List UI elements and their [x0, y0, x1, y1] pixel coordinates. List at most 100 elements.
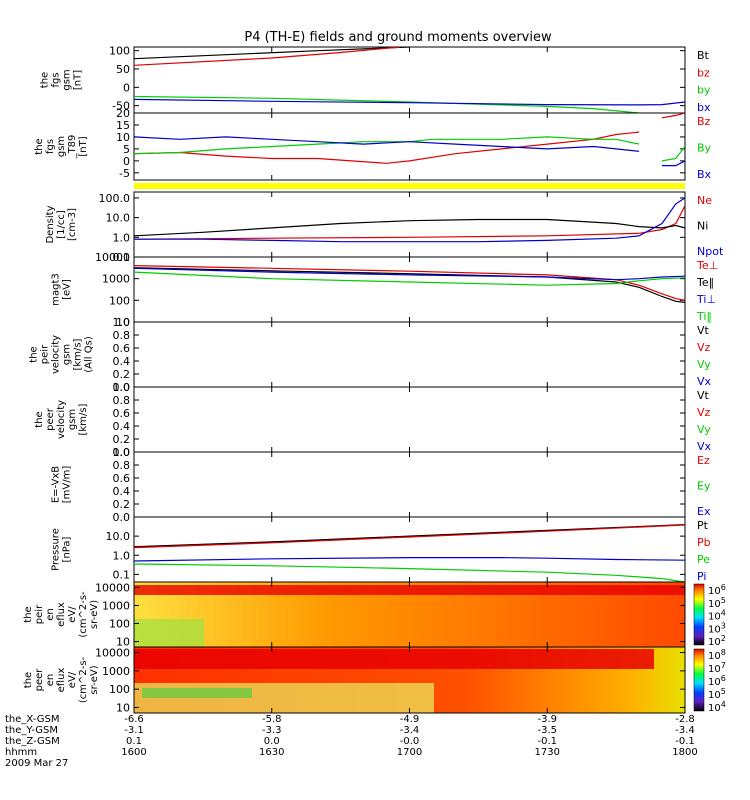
y-axis-label-line: en — [45, 674, 56, 687]
y-tick-label: 100 — [109, 45, 130, 58]
legend-Npot: Npot — [697, 245, 724, 258]
y-axis-label-line: E=-VxB — [51, 466, 62, 503]
quality-flag-bar — [134, 183, 685, 189]
y-axis-label-line: peir — [40, 344, 51, 364]
series-line-Pi — [134, 557, 685, 562]
y-tick-label: 100 — [109, 618, 130, 631]
y-axis-label-line: magt3 — [51, 273, 62, 306]
y-axis-label-line: en — [45, 608, 56, 621]
y-tick-label: -5 — [119, 167, 130, 180]
y-tick-label: 0 — [123, 81, 130, 94]
x-tick-Y-value: -3.5 — [537, 725, 557, 736]
legend-Vt: Vt — [697, 324, 710, 337]
x-tick-Y-value: -3.4 — [675, 725, 695, 736]
legend-Te⊥: Te⊥ — [696, 259, 718, 272]
x-tick-hhmm-value: 1700 — [397, 747, 422, 758]
legend-Ti‖: Ti‖ — [696, 310, 712, 323]
y-tick-label: 0.2 — [113, 368, 131, 381]
x-tick-Y-value: -3.3 — [262, 725, 282, 736]
series-line-Npot — [134, 197, 685, 243]
chart-title: P4 (TH-E) fields and ground moments over… — [244, 30, 552, 45]
y-tick-label: 0.4 — [113, 420, 131, 433]
spectrogram-band-green — [142, 688, 252, 698]
y-tick-label: 10000 — [95, 251, 130, 264]
colorbar-tick-label: 102 — [708, 634, 726, 648]
x-tick-X-value: -5.8 — [262, 714, 282, 725]
y-tick-label: -50 — [112, 100, 130, 113]
series-line-Pb — [134, 524, 685, 549]
series-line-Ni — [134, 218, 685, 237]
y-tick-label: 10.0 — [106, 530, 131, 543]
y-axis-label-line: [mV/m] — [62, 466, 73, 504]
colorbar-tick-label: 104 — [708, 700, 726, 714]
y-axis-label-line: the — [23, 606, 34, 622]
y-axis-label-line: [cm-3] — [67, 208, 78, 241]
y-tick-label: 1.0 — [113, 316, 131, 329]
legend-Bx: Bx — [697, 168, 712, 181]
colorbar-tick-label: 106 — [708, 583, 726, 597]
series-line-Ne — [134, 205, 685, 240]
x-tick-X-value: -3.9 — [537, 714, 557, 725]
y-tick-label: 15 — [116, 119, 130, 132]
y-axis-label: the fgs gsm [nT] — [40, 69, 84, 90]
y-axis-label-line: eflux — [56, 602, 67, 627]
y-tick-label: 0.4 — [113, 355, 131, 368]
y-tick-label: 10000 — [95, 647, 130, 660]
y-tick-label: 0 — [123, 155, 130, 168]
y-tick-label: 1000 — [102, 599, 130, 612]
x-tick-X-value: -2.8 — [675, 714, 695, 725]
y-tick-label: 0.2 — [113, 498, 131, 511]
y-tick-label: 0.8 — [113, 394, 131, 407]
x-axis-row-label: the_X-GSM — [5, 714, 59, 725]
x-tick-X-value: -4.9 — [400, 714, 420, 725]
series-line-bx — [134, 98, 685, 106]
y-axis-label-line: [1/cc] — [56, 210, 67, 239]
legend-Bt: Bt — [697, 49, 710, 62]
colorbar — [693, 648, 705, 712]
legend-Vy: Vy — [697, 423, 711, 436]
y-axis-label-line: gsm — [62, 69, 73, 90]
series-line-Pe — [134, 563, 685, 582]
spectrogram-band-high — [134, 649, 654, 669]
series-line-Ti‖ — [134, 271, 685, 286]
y-axis-label-line: gsm — [56, 136, 67, 157]
legend-Vx: Vx — [697, 440, 712, 453]
y-axis-label-line: sr-eV) — [89, 665, 100, 694]
y-tick-label: 5 — [123, 143, 130, 156]
legend-Ne: Ne — [697, 194, 712, 207]
y-tick-label: 0.6 — [113, 342, 131, 355]
x-axis-row-label: the_Y-GSM — [5, 725, 58, 736]
y-tick-label: 100 — [109, 683, 130, 696]
legend-bz: bz — [697, 66, 710, 79]
y-tick-label: 1.0 — [113, 381, 131, 394]
panel-frame — [133, 386, 686, 453]
legend-Ey: Ey — [697, 480, 711, 493]
y-axis-label: magt3 [eV] — [51, 273, 73, 306]
x-tick-hhmm-value: 1800 — [672, 747, 697, 758]
series-line-Te‖ — [134, 267, 685, 303]
y-axis-label-line: eV/ — [67, 606, 78, 623]
y-tick-label: 0.2 — [113, 433, 131, 446]
y-axis-label-line: fgs — [51, 72, 62, 87]
legend-by: by — [697, 84, 711, 97]
y-tick-label: 1.0 — [113, 446, 131, 459]
legend-bx: bx — [697, 101, 711, 114]
y-axis-label-line: Pressure — [51, 528, 62, 571]
panel-4: 10000 1000 100 10 magt3 [eV] Te⊥ Te‖ Ti⊥ Ti‖ — [51, 251, 719, 329]
y-tick-label: 100.0 — [99, 192, 131, 205]
panel-frame — [133, 112, 686, 181]
y-axis-label: the peir velocity gsm [km/s] (All Qs) — [29, 335, 95, 374]
colorbar-tick-label: 104 — [708, 609, 726, 623]
y-tick-label: 0.1 — [113, 251, 131, 264]
y-axis-label-line: the — [34, 411, 45, 427]
legend-By: By — [697, 142, 712, 155]
y-tick-label: 10 — [116, 636, 130, 649]
x-axis-row-label: the_Z-GSM — [5, 736, 60, 747]
y-tick-label: 1000 — [102, 273, 130, 286]
y-tick-label: 0.8 — [113, 459, 131, 472]
y-axis-label-line: [km/s] — [78, 403, 89, 435]
